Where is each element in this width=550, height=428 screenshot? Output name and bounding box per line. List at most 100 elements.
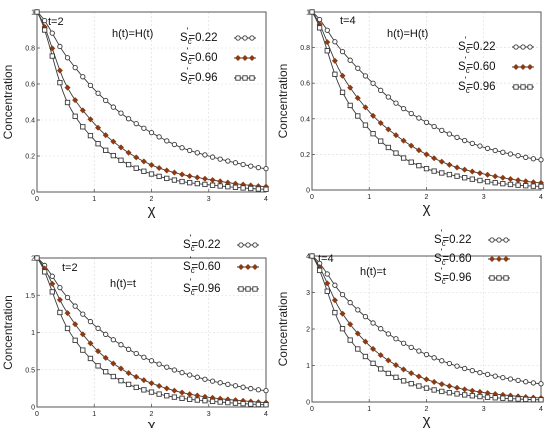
data-point [95,325,101,331]
legend-marker [235,35,241,41]
y-tick-label: 0.2 [25,154,35,161]
data-point [477,177,483,184]
data-point [446,131,453,137]
data-point [125,381,132,388]
data-point [378,366,384,372]
data-point [500,374,506,381]
series-0.60 [308,8,545,186]
data-point [355,65,361,71]
x-tick-label: 1 [92,196,96,203]
data-point [393,100,399,106]
data-point [378,326,384,332]
data-point [171,367,178,373]
data-point [461,166,468,173]
y-tick-label: 2 [31,256,35,263]
data-point [118,110,124,116]
data-point [110,152,116,159]
y-tick-label: 4 [306,254,310,261]
data-point [423,385,430,391]
data-point [454,391,460,397]
data-point [408,344,414,350]
data-point [110,360,117,367]
data-point [507,151,514,157]
y-axis-label: Concentration [1,295,15,370]
y-tick-label: 0 [306,400,310,407]
data-point [34,255,40,261]
series-0.96 [309,9,544,190]
x-tick-label: 4 [539,194,543,201]
data-point [408,381,414,387]
data-point [164,364,170,370]
data-point [163,167,170,174]
x-axis-label: χ [148,202,156,219]
data-point [171,141,178,148]
data-point [171,169,178,176]
y-tick-label: 1 [31,10,35,17]
data-point [431,355,437,361]
legend-label: Sc'=0.22 [183,233,221,253]
y-axis-label: Concentration [1,65,15,140]
data-point [141,354,147,360]
data-point [378,138,384,144]
legend-marker [503,275,509,281]
data-point [530,396,537,403]
data-point [362,104,369,111]
data-point [118,342,124,348]
data-point [57,43,63,50]
y-axis-label: Concentration [276,64,290,139]
data-point [156,134,162,140]
data-point [232,184,239,190]
data-point [477,393,483,400]
data-point [72,113,78,119]
legend-label: Sc'=0.96 [180,66,218,86]
legend-marker [520,84,526,90]
data-point [102,354,109,361]
data-point [370,320,376,326]
data-point [446,382,453,390]
data-point [423,376,430,383]
data-point [248,163,254,169]
data-point [95,141,101,147]
data-point [354,94,361,102]
data-point [41,269,48,275]
y-tick-label: 0 [306,188,310,195]
chart-panel-4: 0 1 2 3 401234χConcentrationt=4h(t)=tSc'=0.2… [276,228,545,428]
data-point [507,395,514,402]
data-point [118,157,124,163]
data-point [255,164,262,171]
x-tick-label: 1 [367,406,371,413]
data-point [148,389,155,395]
data-point [194,180,200,187]
data-point [178,389,186,396]
data-point [523,396,529,402]
data-point [225,158,231,164]
data-point [347,299,353,306]
data-point [538,183,544,190]
data-point [225,381,231,387]
data-point [263,186,269,192]
legend-marker [512,63,520,71]
data-point [117,365,125,372]
data-point [477,143,483,149]
data-point [87,318,94,325]
data-point [477,369,483,376]
data-point [79,107,86,114]
series-0.96 [34,9,269,192]
chart-panel-3: 0 1 2 3 400.511.52χConcentrationt=2h(t)=tSc'… [1,233,270,428]
data-point [423,151,430,158]
data-point [462,365,468,372]
data-point [400,340,407,346]
data-point [339,48,346,55]
data-point [79,331,86,338]
data-point [240,400,246,407]
data-point [171,177,178,183]
legend-marker [526,63,534,71]
data-point [248,385,254,392]
data-point [72,64,78,71]
data-point [492,180,498,186]
data-point [369,112,377,119]
data-point [49,273,55,279]
data-point [377,352,384,359]
